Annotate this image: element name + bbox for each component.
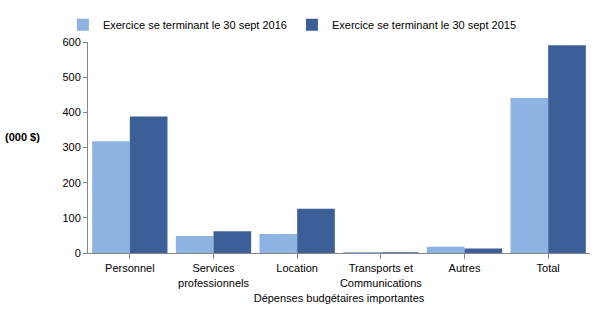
svg-text:Exercice se terminant le 30 se: Exercice se terminant le 30 sept 2015: [332, 19, 516, 31]
svg-text:Autres: Autres: [449, 262, 481, 274]
svg-text:400: 400: [62, 106, 80, 118]
svg-text:200: 200: [62, 177, 80, 189]
svg-text:Location: Location: [276, 262, 318, 274]
svg-text:Dépenses budgétaires important: Dépenses budgétaires importantes: [254, 292, 425, 304]
svg-text:600: 600: [62, 36, 80, 48]
svg-text:Transports etCommunications: Transports etCommunications: [340, 262, 422, 288]
svg-text:100: 100: [62, 212, 80, 224]
svg-text:Personnel: Personnel: [105, 262, 155, 274]
svg-text:0: 0: [75, 247, 81, 259]
svg-text:Total: Total: [537, 262, 560, 274]
svg-text:500: 500: [62, 71, 80, 83]
svg-text:Exercice se terminant le 30 se: Exercice se terminant le 30 sept 2016: [103, 19, 287, 31]
svg-text:300: 300: [62, 141, 80, 153]
svg-text:(000 $): (000 $): [5, 131, 40, 143]
svg-text:Servicesprofessionnels: Servicesprofessionnels: [178, 262, 249, 288]
